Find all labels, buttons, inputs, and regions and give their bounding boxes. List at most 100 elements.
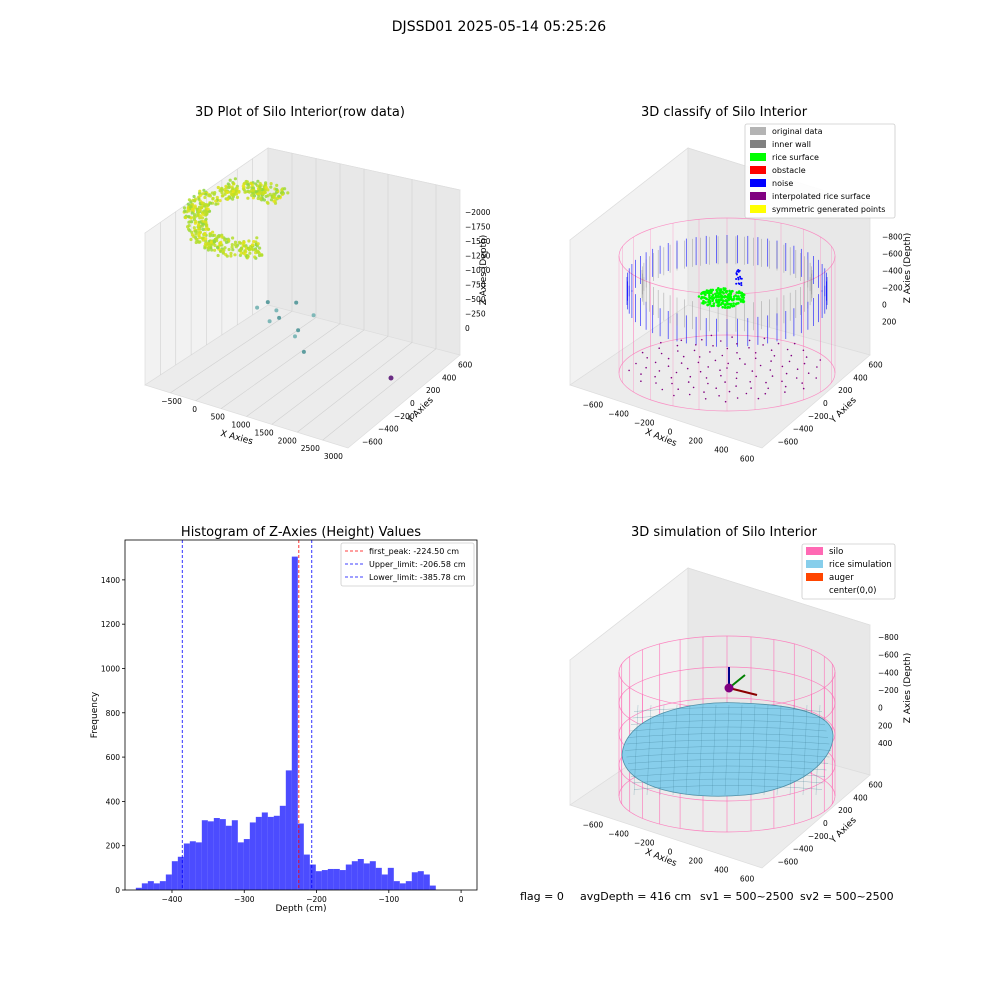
raw-outlier-points [255, 300, 394, 381]
histogram-bar [303, 854, 310, 890]
histogram-x-tick-label: −200 [306, 895, 327, 904]
raw-z-axis-label: Z Axies (Depth) [479, 235, 489, 306]
histogram-x-tick-label: −100 [379, 895, 400, 904]
footer-sv1: sv1 = 500~2500 [700, 890, 794, 903]
histogram-bar [165, 874, 172, 890]
histogram-bar [351, 861, 358, 890]
simulation-y-tick-label: −200 [808, 832, 829, 841]
classify-legend: original data inner wall rice surface obsta… [744, 123, 896, 219]
simulation-x-tick-label: 400 [714, 866, 729, 875]
classify-x-tick-label: 400 [714, 446, 729, 455]
histogram-bar [249, 822, 256, 890]
classify-legend-label: inner wall [772, 140, 811, 149]
histogram-bar [159, 881, 166, 890]
raw-z-tick-label: −1750 [465, 223, 491, 232]
figure-suptitle: DJSSD01 2025-05-14 05:25:26 [392, 19, 607, 35]
histogram-bar [363, 863, 370, 890]
histogram-bar [405, 881, 412, 890]
histogram-bar [309, 864, 316, 890]
classify-z-axis-label: Z Axies (Depth) [903, 233, 913, 304]
histogram-bar [231, 820, 238, 890]
raw-z-tick-label: −1000 [465, 266, 491, 275]
panel-classify-3d: 3D classify of Silo Interior −600 −400 −20… [569, 105, 913, 464]
classify-y-tick-label: 0 [823, 399, 828, 408]
classify-legend-label: noise [772, 179, 793, 188]
simulation-legend-label: silo [829, 547, 843, 557]
histogram-bar [255, 816, 262, 890]
histogram-bar [411, 872, 418, 890]
histogram-bar [225, 825, 232, 890]
histogram-y-tick-label: 1200 [101, 620, 120, 629]
classify-x-tick-label: 600 [740, 455, 755, 464]
histogram-bar [399, 883, 406, 890]
panel-histogram: Histogram of Z-Axies (Height) Values −40… [90, 525, 478, 914]
histogram-y-tick-label: 0 [115, 886, 120, 895]
raw-outlier-point [388, 375, 394, 381]
raw-outlier-point [274, 308, 279, 313]
simulation-legend-swatch [806, 547, 823, 555]
raw-outlier-point [255, 305, 260, 310]
classify-legend-swatch [750, 153, 766, 161]
raw-outlier-point [265, 300, 270, 305]
raw-y-tick-label: −600 [362, 438, 383, 447]
simulation-y-axis-label: Y Axies [828, 815, 859, 846]
raw-x-tick-label: 500 [211, 413, 226, 422]
classify-z-tick-label: −600 [882, 250, 903, 259]
simulation-x-tick-label: 0 [668, 848, 673, 857]
histogram-bar [237, 842, 244, 890]
footer-avg-depth: avgDepth = 416 cm [580, 890, 691, 903]
histogram-bar [201, 820, 208, 890]
classify-legend-swatch [750, 179, 766, 187]
histogram-y-tick-label: 1000 [101, 664, 120, 673]
footer-status: flag = 0 avgDepth = 416 cm sv1 = 500~250… [520, 890, 894, 903]
panel-raw-3d: 3D Plot of Silo Interior(row data) −500 0… [144, 105, 491, 461]
simulation-z-tick-label: 400 [878, 739, 893, 748]
classify-x-tick-label: 0 [668, 428, 673, 437]
histogram-legend-label: Lower_limit: -385.78 cm [369, 573, 466, 582]
histogram-bar [375, 867, 382, 890]
histogram-bar [423, 874, 430, 890]
simulation-x-tick-label: −200 [634, 839, 655, 848]
histogram-y-axis-label: Frequency [90, 691, 100, 738]
classify-z-tick-label: 0 [882, 301, 887, 310]
footer-flag: flag = 0 [520, 890, 564, 903]
raw-z-tick-label: −250 [465, 309, 486, 318]
classify-legend-label: symmetric generated points [772, 205, 885, 214]
histogram-y-tick-label: 600 [106, 753, 121, 762]
simulation-legend-swatch [806, 560, 823, 568]
simulation-y-tick-label: 400 [853, 793, 868, 802]
histogram-y-ticks: 0 200 400 600 800 1000 1200 1400 [101, 576, 125, 895]
histogram-bar [177, 856, 184, 890]
raw-z-tick-label: 0 [465, 324, 470, 333]
panel-simulation-3d: 3D simulation of Silo Interior −600−400−… [569, 525, 913, 884]
classify-legend-swatch [750, 166, 766, 174]
simulation-legend-swatch [806, 573, 823, 581]
histogram-bar [333, 868, 340, 890]
raw-x-tick-label: 2500 [301, 444, 320, 453]
histogram-bar [291, 556, 298, 890]
histogram-bar [327, 868, 334, 890]
classify-y-axis-label: Y Axies [828, 395, 859, 426]
classify-legend-swatch [750, 127, 766, 135]
raw-point-cloud-ring [182, 177, 290, 260]
simulation-y-tick-label: 600 [868, 780, 883, 789]
histogram-bar [315, 871, 322, 890]
simulation-x-tick-label: −600 [583, 821, 604, 830]
simulation-y-tick-label: −600 [778, 858, 799, 867]
histogram-bar [219, 819, 226, 890]
simulation-z-tick-label: 0 [878, 704, 883, 713]
rice-simulation-surface [621, 702, 834, 797]
raw-x-tick-label: 0 [192, 405, 197, 414]
histogram-bar [339, 870, 346, 890]
classify-z-tick-label: −800 [882, 233, 903, 242]
histogram-bar [321, 870, 328, 890]
histogram-bar [243, 839, 250, 890]
classify-y-tick-label: −400 [793, 425, 814, 434]
histogram-bar [387, 867, 394, 890]
histogram-bar [369, 861, 376, 890]
raw-x-tick-label: 1000 [231, 421, 250, 430]
histogram-bar [417, 871, 424, 890]
raw-y-tick-label: −400 [378, 425, 399, 434]
simulation-x-tick-label: 600 [740, 875, 755, 884]
histogram-frame [124, 539, 478, 891]
